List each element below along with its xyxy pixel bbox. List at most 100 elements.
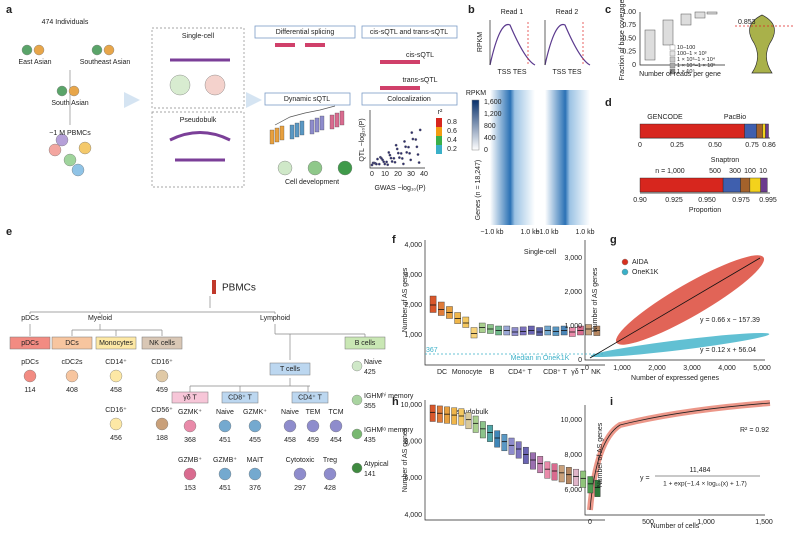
label: 3,000 <box>404 272 422 279</box>
label: n = 1,000 <box>655 168 684 175</box>
label: Number of reads per gene <box>639 71 721 78</box>
label: 10–100 <box>677 45 695 51</box>
tree-lines <box>29 296 366 392</box>
box <box>454 312 461 324</box>
label: 300 <box>729 168 741 175</box>
label: Monocytes <box>99 340 133 347</box>
box <box>573 468 579 486</box>
icon <box>404 145 407 149</box>
violin <box>749 14 775 74</box>
icon <box>407 145 410 149</box>
fit-curve <box>589 402 771 511</box>
box <box>522 446 529 464</box>
panel-letter: d <box>605 97 612 109</box>
arrow <box>124 92 140 108</box>
legend-swatch <box>669 62 676 69</box>
icon <box>408 151 411 155</box>
label: Single-cell <box>524 249 557 256</box>
label: γδ T <box>183 394 197 401</box>
label: 1.00 <box>622 9 636 16</box>
label: 425 <box>364 369 376 376</box>
label: TSS TES <box>497 69 526 76</box>
label: TCM <box>328 409 343 416</box>
label: 1 + exp(−1.4 × log₁₀(x) + 1.7) <box>663 481 747 488</box>
label: QTL −log₁₀(P) <box>359 118 366 161</box>
label: 500 <box>709 168 721 175</box>
label: 400 <box>484 135 496 142</box>
label: 0.25 <box>622 49 636 56</box>
icon <box>78 141 92 155</box>
box <box>587 476 594 494</box>
label: 500 <box>642 519 654 526</box>
label: 0.995 <box>759 197 777 204</box>
label: 11,484 <box>690 467 711 474</box>
box <box>472 415 479 433</box>
panel-letter: g <box>610 234 617 246</box>
label: DC <box>437 369 447 376</box>
box <box>558 465 565 483</box>
icon <box>388 153 392 157</box>
label: Naive <box>364 359 382 366</box>
box <box>565 467 572 485</box>
box <box>544 461 551 479</box>
label: 451 <box>219 437 231 444</box>
label: 6,000 <box>404 475 422 482</box>
label: GENCODE <box>647 114 683 121</box>
layout <box>29 14 795 392</box>
bar-segment <box>765 123 769 139</box>
icon <box>376 157 379 161</box>
icon <box>401 162 405 166</box>
icon <box>416 153 420 156</box>
label: 0.4 <box>447 137 457 144</box>
panel-letter: b <box>468 4 475 16</box>
icon <box>293 467 307 481</box>
icon <box>109 369 123 383</box>
bar-segment <box>756 123 763 139</box>
arrow <box>246 92 262 108</box>
icon <box>109 417 123 431</box>
label: y = 0.66 x − 157.39 <box>700 317 760 324</box>
label: CD16⁺ <box>151 359 173 366</box>
icon <box>389 156 393 160</box>
label: γδ T <box>571 369 585 376</box>
label: y = <box>640 475 650 482</box>
icon <box>183 419 197 433</box>
label: 297 <box>294 485 306 492</box>
label: 8,000 <box>564 452 582 459</box>
panel-letter: i <box>610 396 613 408</box>
label: CD16⁺ <box>105 407 127 414</box>
label: pDCs <box>21 340 39 347</box>
icon <box>329 419 343 433</box>
cell-box <box>9 336 51 350</box>
label: 2,000 <box>564 289 582 296</box>
label: 0.90 <box>633 197 647 204</box>
cell-box <box>344 336 386 350</box>
icon <box>396 151 400 155</box>
box <box>487 424 493 442</box>
label: 4,000 <box>404 512 422 519</box>
box <box>429 295 437 313</box>
icon <box>409 158 413 162</box>
bar-segment <box>722 177 741 193</box>
label: NK <box>591 369 601 376</box>
label: 100–1 × 10³ <box>677 51 707 57</box>
box <box>465 412 472 430</box>
label: East Asian <box>18 59 51 66</box>
label: 0.50 <box>622 35 636 42</box>
profile <box>489 23 591 66</box>
label: CD8⁺ T <box>228 394 253 401</box>
label: 5,000 <box>753 365 771 372</box>
icon <box>218 419 232 433</box>
label: 408 <box>66 387 78 394</box>
box-icon <box>269 129 275 145</box>
icon <box>277 160 293 176</box>
label: 0 <box>578 357 582 364</box>
label: 1.0 kb <box>575 229 594 236</box>
label: OneK1K <box>632 269 659 276</box>
box-icon <box>329 114 335 130</box>
icon <box>386 163 390 167</box>
label: Proportion <box>689 207 721 214</box>
label: 451 <box>219 485 231 492</box>
icon <box>411 137 415 141</box>
box <box>264 92 351 106</box>
